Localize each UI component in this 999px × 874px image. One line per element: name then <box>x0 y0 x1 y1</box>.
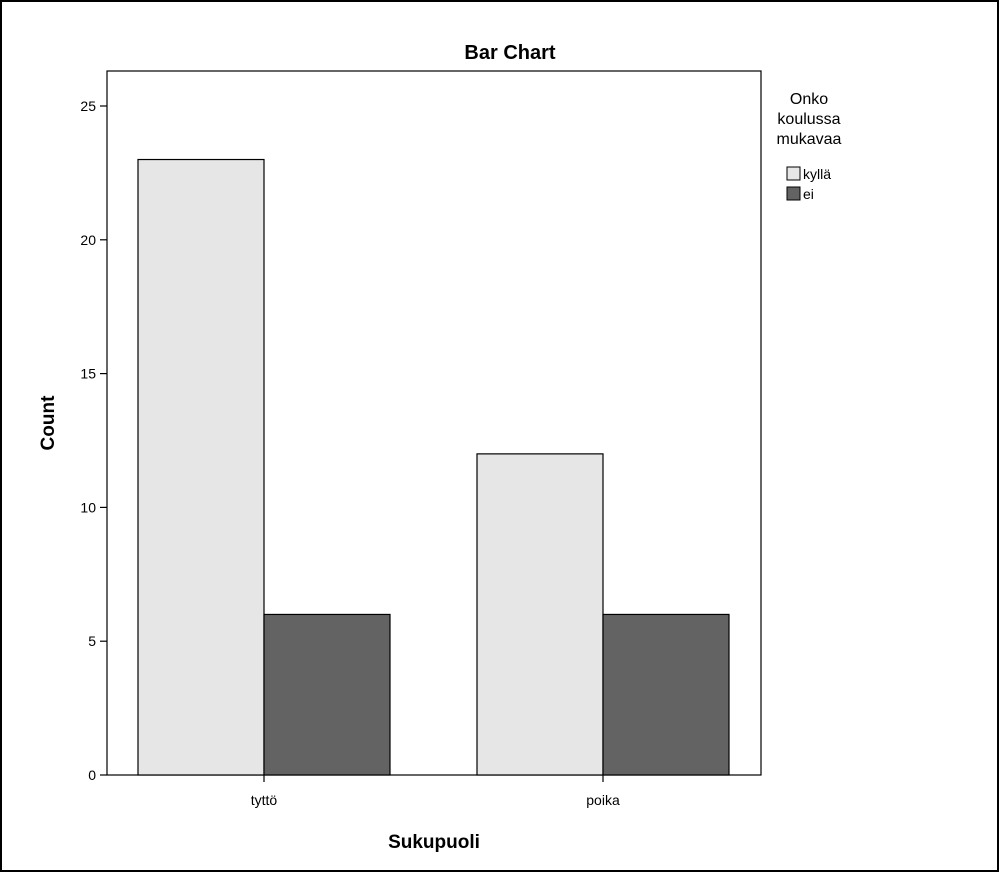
legend-swatch-kyllä <box>786 166 801 181</box>
bar-ei-tyttö <box>263 613 391 776</box>
chart-title: Bar Chart <box>464 42 555 64</box>
bar-kyllä-tyttö <box>137 158 265 776</box>
bar-ei-poika <box>602 613 730 776</box>
legend-items: kyllä ei <box>786 166 831 202</box>
x-axis: tyttö poika <box>251 775 620 808</box>
y-tick-label: 25 <box>80 98 96 114</box>
x-tick-label: poika <box>586 792 620 808</box>
legend-swatch-ei <box>786 186 801 201</box>
legend-label-ei: ei <box>803 186 814 202</box>
y-tick-label: 10 <box>80 499 96 515</box>
y-axis-label: Count <box>38 395 59 451</box>
bars-group <box>137 158 730 776</box>
x-tick-label: tyttö <box>251 792 278 808</box>
y-tick-label: 15 <box>80 366 96 382</box>
x-axis-label: Sukupuoli <box>388 832 480 853</box>
bar-kyllä-poika <box>476 453 604 776</box>
y-tick-label: 20 <box>80 232 96 248</box>
y-axis: 0 5 10 15 20 25 <box>80 98 107 783</box>
legend-title-line: Onko <box>790 91 828 108</box>
legend: Onko koulussa mukavaa kyllä ei <box>777 91 842 202</box>
y-tick-label: 0 <box>88 767 96 783</box>
legend-title-line: mukavaa <box>777 131 842 148</box>
legend-label-kyllä: kyllä <box>803 166 831 182</box>
y-tick-label: 5 <box>88 633 96 649</box>
legend-title-line: koulussa <box>777 111 840 128</box>
